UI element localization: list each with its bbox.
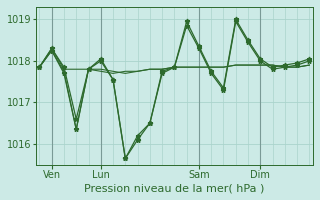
X-axis label: Pression niveau de la mer( hPa ): Pression niveau de la mer( hPa ) — [84, 183, 265, 193]
